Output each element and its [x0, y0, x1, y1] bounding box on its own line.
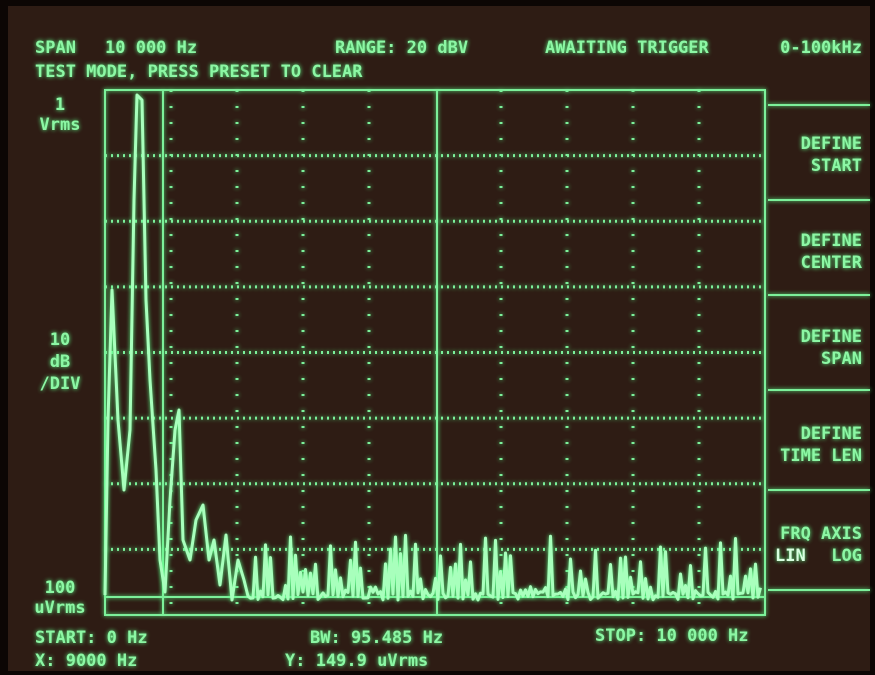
start: START: 0 Hz [35, 628, 148, 648]
message: TEST MODE, PRESS PRESET TO CLEAR [35, 62, 363, 82]
softkey-label: DEFINE [801, 327, 862, 347]
range: RANGE: 20 dBV [335, 38, 468, 58]
scale-bottom: 100 [45, 578, 76, 598]
status: AWAITING TRIGGER [545, 38, 710, 58]
marker-x: X: 9000 Hz [35, 651, 137, 671]
softkey-option: LIN [775, 546, 806, 566]
scale-bottom-unit: uVrms [34, 598, 85, 618]
softkey-label: DEFINE [801, 134, 862, 154]
marker-y: Y: 149.9 uVrms [285, 651, 428, 671]
scale-div-per: /DIV [40, 374, 81, 394]
softkey-label: FRQ AXIS [780, 524, 862, 544]
bandwidth: BW: 95.485 Hz [310, 628, 443, 648]
span-value: 10 000 Hz [105, 38, 197, 58]
softkey-label: DEFINE [801, 424, 862, 444]
softkey-label: DEFINE [801, 231, 862, 251]
scale-div-unit: dB [50, 352, 70, 372]
softkey-label: CENTER [801, 253, 863, 273]
stop: STOP: 10 000 Hz [595, 626, 749, 646]
softkey-option: LOG [831, 546, 862, 566]
softkey-label: SPAN [821, 349, 862, 369]
softkey-label: START [811, 156, 862, 176]
softkey-dividers [768, 104, 870, 591]
softkeys: DEFINESTARTDEFINECENTERDEFINESPANDEFINET… [775, 134, 863, 566]
band: 0-100kHz [780, 38, 862, 58]
span-label: SPAN [35, 38, 76, 58]
spectrum-trace [103, 93, 762, 602]
scale-top-unit: Vrms [40, 115, 81, 135]
labels: SPAN 10 000 Hz RANGE: 20 dBV AWAITING TR… [34, 38, 862, 671]
softkey-label: TIME LEN [780, 446, 862, 466]
scale-top: 1 [55, 95, 65, 115]
scale-div: 10 [50, 330, 70, 350]
graticule [104, 89, 870, 616]
